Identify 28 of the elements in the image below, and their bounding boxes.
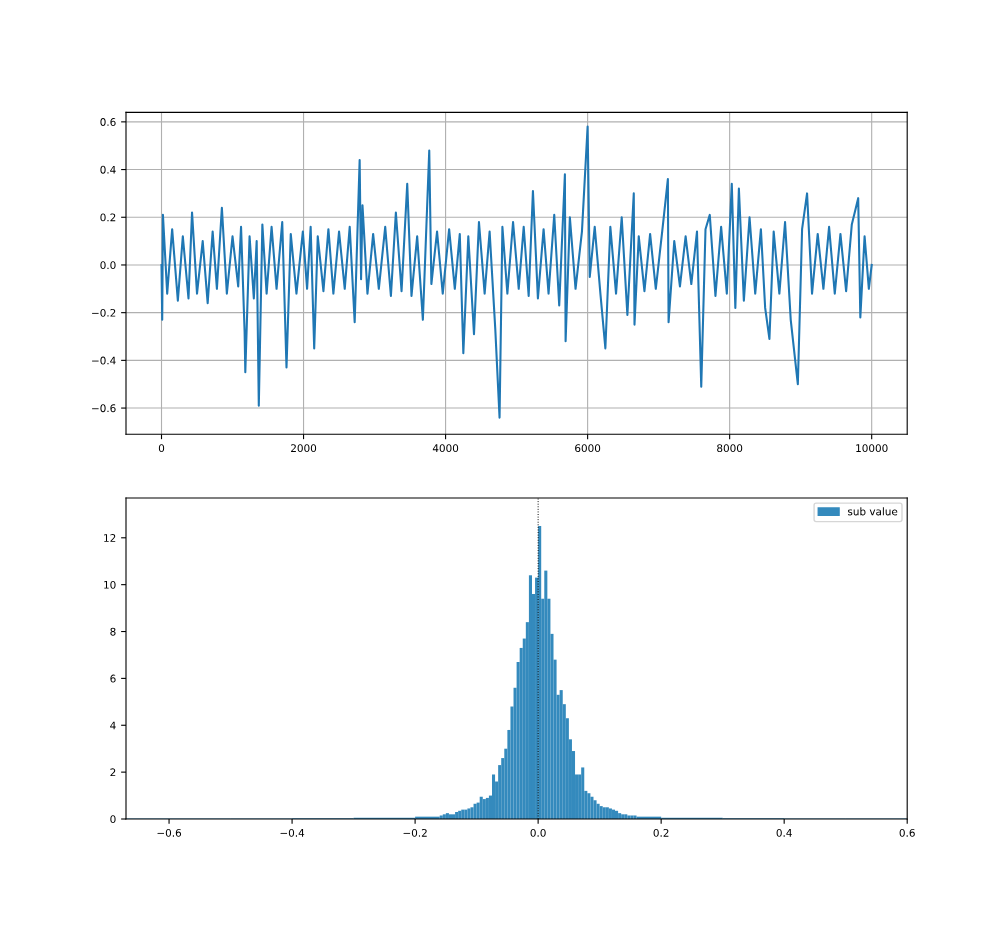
x-tick-label: 2000	[291, 444, 317, 453]
y-tick-label: 12	[104, 534, 116, 542]
x-tick-label: −0.6	[157, 828, 182, 837]
x-tick-label: 0.4	[776, 828, 792, 837]
x-tick-label: −0.2	[403, 828, 427, 837]
x-tick-label: −0.4	[280, 828, 305, 837]
x-tick-label: 6000	[575, 444, 601, 453]
y-tick-label: −0.6	[92, 404, 116, 413]
y-tick-label: 0	[110, 815, 116, 824]
x-tick-label: 0.0	[530, 828, 546, 837]
y-tick-label: 6	[110, 674, 116, 683]
y-tick-label: −0.4	[92, 356, 116, 365]
x-tick-label: 4000	[432, 444, 459, 453]
y-tick-label: 2	[110, 768, 116, 777]
x-tick-label: 0.2	[653, 828, 669, 837]
y-tick-label: 10	[104, 580, 116, 589]
legend-label: sub value	[847, 507, 898, 516]
x-tick-label: 8000	[717, 444, 743, 453]
x-tick-label: 0	[158, 444, 165, 453]
y-tick-label: 0.2	[100, 213, 116, 222]
y-tick-label: 4	[110, 721, 116, 730]
y-tick-label: 8	[110, 627, 116, 636]
x-tick-label: 10000	[856, 444, 888, 453]
y-tick-label: 0.6	[100, 118, 116, 126]
y-tick-label: 0.0	[100, 261, 116, 270]
x-tick-label: 0.6	[899, 828, 915, 837]
y-tick-label: 0.4	[100, 165, 116, 174]
y-tick-label: −0.2	[92, 308, 116, 317]
